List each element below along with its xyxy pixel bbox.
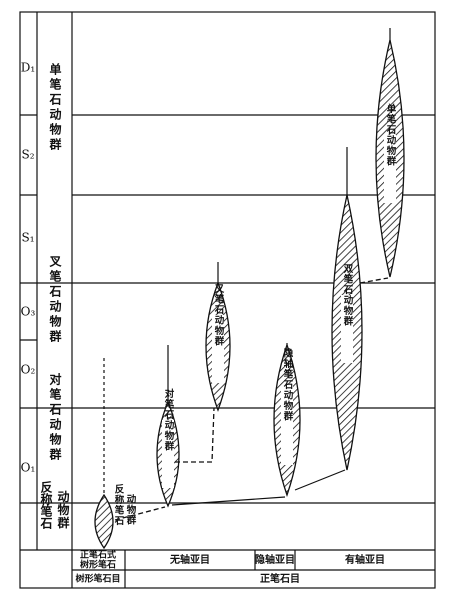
- frame: [19, 11, 436, 589]
- lineage-label: 隐轴笔石动物群: [282, 348, 295, 422]
- order: 正笔石目: [260, 572, 300, 585]
- fauna: 反称笔石: [39, 480, 53, 530]
- lineage-label: 双笔石动物群: [342, 264, 355, 327]
- suborder: 有轴亚目: [345, 553, 385, 566]
- suborder: 隐轴亚目: [255, 553, 295, 566]
- stratum: O₂: [21, 363, 36, 377]
- fauna-labels: 单笔石动物群 叉笔石动物群 对笔石动物群 反称笔石 动物群: [39, 62, 70, 530]
- stratum: S₂: [21, 148, 34, 162]
- lineage-label: 对笔石动物群: [163, 388, 176, 452]
- suborder: 无轴亚目: [169, 553, 210, 566]
- fauna: 单笔石动物群: [48, 62, 62, 153]
- lineage-labels: 反称笔石 动物群 对笔石动物群 叉笔石动物群 隐轴笔石动物群 双笔石动物群 单笔…: [113, 103, 398, 526]
- suborder: 正笔石式: [80, 549, 116, 561]
- strata-labels: D₁ S₂ S₁ O₃ O₂ O₁: [21, 61, 36, 475]
- lineages: [94, 28, 405, 550]
- lineage-label: 动物群: [125, 494, 138, 526]
- lineage-label: 单笔石动物群: [385, 103, 398, 167]
- taxonomy-labels: 正笔石式 树形笔石 无轴亚目 隐轴亚目 有轴亚目 树形笔石目 正笔石目: [75, 549, 385, 586]
- order: 树形笔石目: [75, 573, 120, 585]
- fauna: 叉笔石动物群: [48, 255, 62, 345]
- suborder: 树形笔石: [80, 559, 116, 571]
- stratum: O₁: [21, 461, 36, 475]
- lineage-label: 反称笔石: [113, 483, 126, 526]
- fauna: 对笔石动物群: [48, 372, 62, 463]
- stratum: O₃: [21, 305, 36, 319]
- lineage-label: 叉笔石动物群: [213, 284, 226, 347]
- stratum: S₁: [21, 231, 34, 245]
- stratum: D₁: [21, 61, 35, 75]
- fauna: 动物群: [56, 490, 70, 529]
